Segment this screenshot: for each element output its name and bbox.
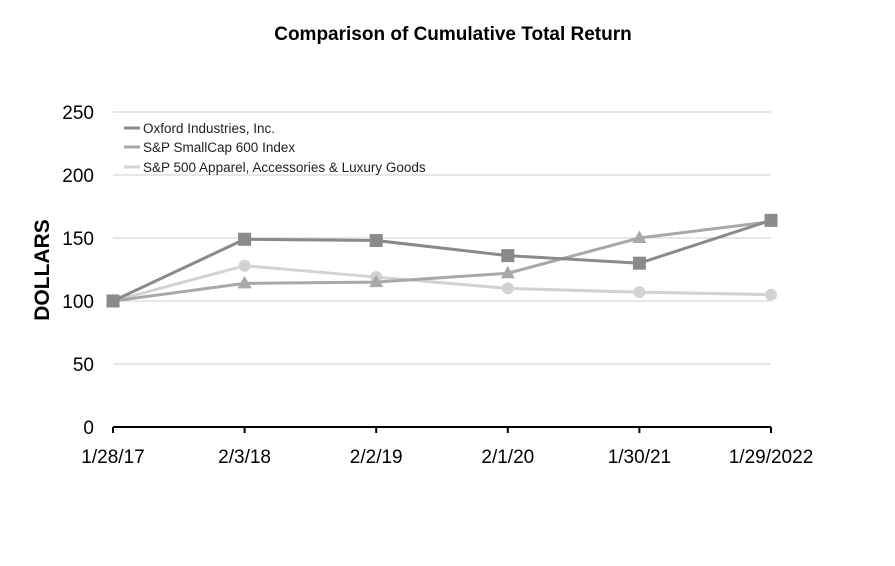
data-point-triangle	[237, 275, 252, 289]
data-point-square	[238, 232, 252, 246]
x-tick-label: 1/30/21	[608, 447, 671, 468]
data-point-circle	[501, 282, 514, 295]
x-tick-label: 2/2/19	[350, 447, 403, 468]
data-point-square	[501, 249, 515, 263]
y-tick-label: 250	[62, 103, 94, 124]
data-point-triangle	[369, 274, 384, 288]
series-circle	[107, 259, 777, 307]
data-point-square	[632, 256, 646, 270]
x-tick-label: 1/28/17	[81, 447, 144, 468]
data-point-square	[106, 294, 120, 308]
legend-entry: S&P SmallCap 600 Index	[143, 140, 295, 155]
series-line	[112, 220, 772, 303]
y-tick-label: 200	[62, 166, 94, 187]
legend-entry: S&P 500 Apparel, Accessories & Luxury Go…	[143, 160, 426, 175]
data-point-circle	[633, 286, 646, 299]
x-tick-label: 2/1/20	[481, 447, 534, 468]
y-tick-label: 50	[73, 355, 94, 376]
axes: 0 50 100 150 200 250 1/28/17 2/3/18 2/2/19 2/1/20…	[62, 103, 813, 468]
data-point-circle	[765, 288, 777, 301]
series-line	[112, 264, 772, 303]
y-tick-label: 150	[62, 229, 94, 250]
chart-title: Comparison of Cumulative Total Return	[274, 24, 632, 45]
data-point-triangle	[632, 230, 647, 243]
data-point-square	[369, 234, 383, 248]
legend: Oxford Industries, Inc. S&P SmallCap 600 …	[124, 121, 426, 175]
gridlines	[113, 111, 771, 365]
x-tick-label: 2/3/18	[218, 447, 271, 468]
y-tick-label: 0	[83, 418, 94, 439]
data-point-square	[764, 213, 778, 227]
x-tick-label: 1/29/2022	[729, 447, 814, 468]
y-tick-label: 100	[62, 292, 94, 313]
series-square	[106, 213, 778, 308]
series-line	[112, 218, 772, 303]
legend-entry: Oxford Industries, Inc.	[143, 121, 275, 136]
data-point-triangle	[500, 265, 515, 279]
series-group	[106, 213, 778, 308]
y-axis-label: DOLLARS	[31, 219, 54, 321]
data-point-circle	[238, 259, 251, 272]
